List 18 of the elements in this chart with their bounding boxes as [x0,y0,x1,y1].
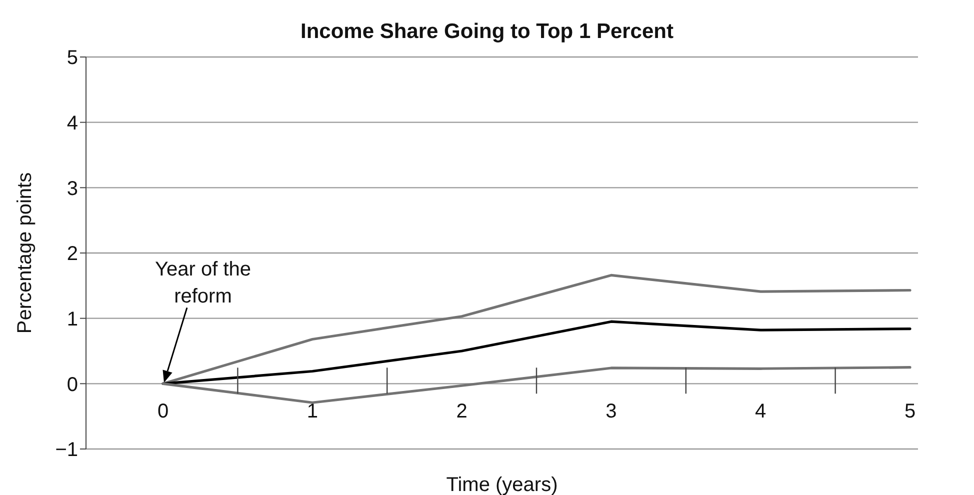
x-tick-label: 4 [755,400,766,423]
chart-title: Income Share Going to Top 1 Percent [299,20,674,44]
y-tick-label: 1 [66,308,78,330]
line-series [162,320,912,385]
y-tick-label: 2 [66,243,78,266]
y-axis-title: Percentage points [14,172,36,334]
y-tick-label: 5 [66,47,78,70]
y-tick-label: 0 [66,374,78,396]
y-tick-label: 4 [66,112,78,134]
x-tick-label: 3 [606,400,617,423]
x-axis-title: Time (years) [446,474,558,495]
x-tick-label: 0 [157,400,169,423]
x-tick-label: 2 [456,400,468,423]
x-tick-label: 1 [306,400,318,423]
y-tick-label: 3 [66,178,78,200]
annotation: Year of the reform [154,258,252,308]
x-tick-label: 5 [904,400,916,423]
y-tick-label: −1 [55,439,78,462]
